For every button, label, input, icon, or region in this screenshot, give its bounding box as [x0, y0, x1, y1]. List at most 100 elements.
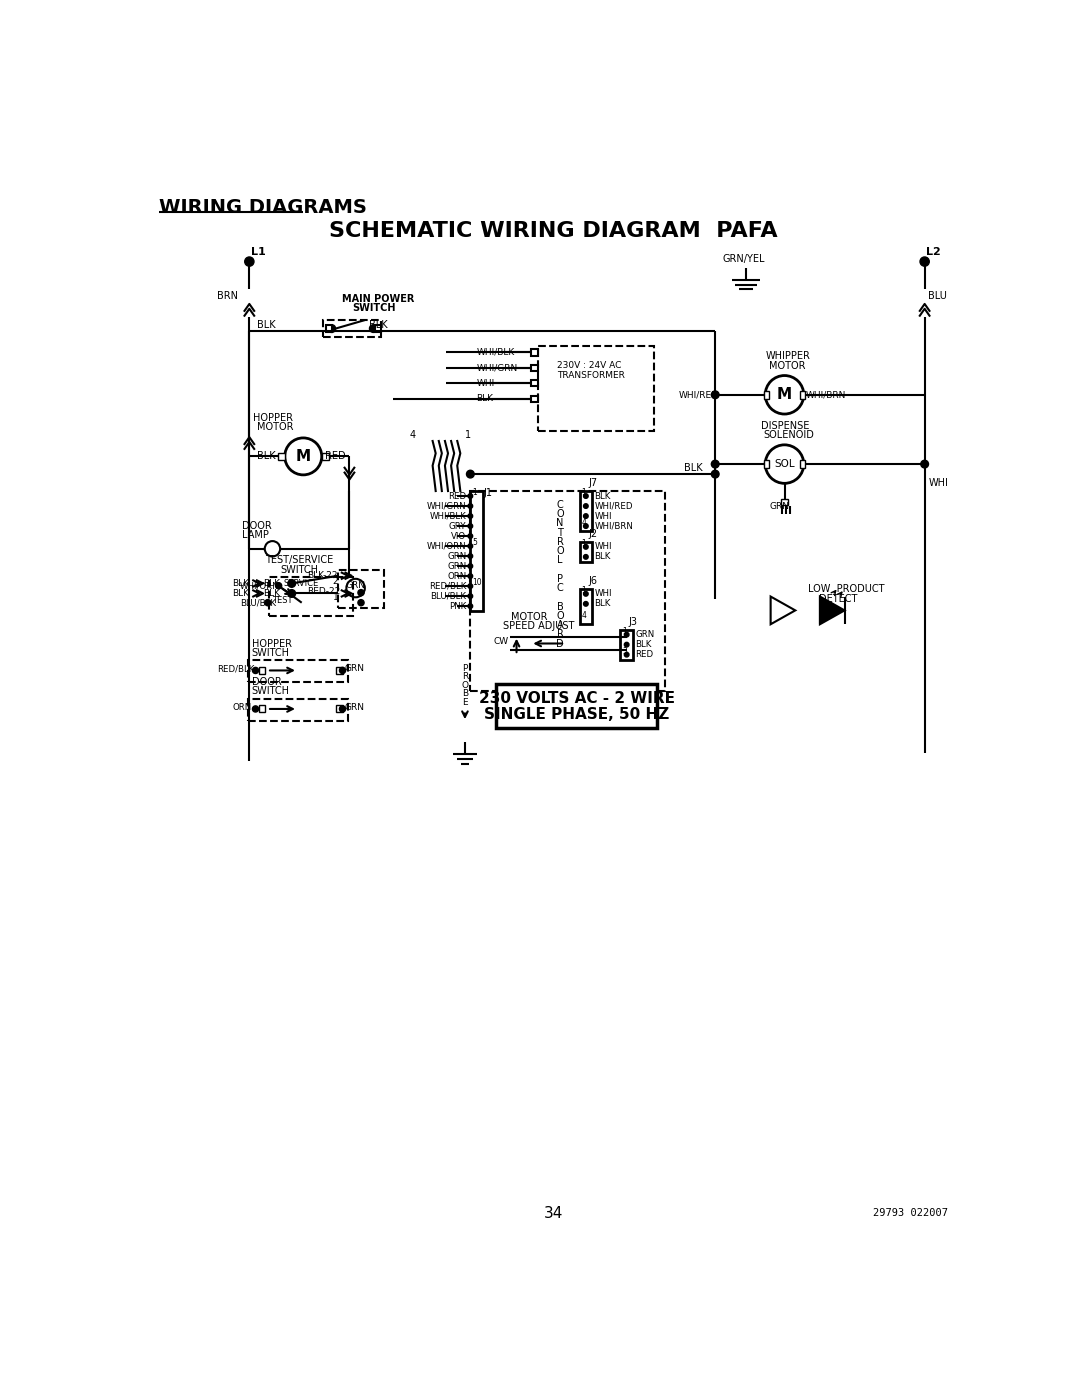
Text: CW: CW	[494, 637, 509, 645]
Text: B: B	[556, 602, 564, 612]
Text: SWITCH: SWITCH	[252, 648, 289, 658]
Polygon shape	[771, 597, 795, 624]
Text: BLK: BLK	[257, 451, 275, 461]
Text: T: T	[557, 528, 563, 538]
Text: J7: J7	[589, 478, 597, 489]
Text: P: P	[557, 574, 563, 584]
Text: SWITCH: SWITCH	[252, 686, 289, 696]
Text: TEST: TEST	[272, 597, 293, 605]
Circle shape	[583, 514, 589, 518]
Text: R: R	[556, 536, 564, 546]
Text: J3: J3	[629, 617, 638, 627]
Bar	[764, 460, 769, 468]
Text: LOW  PRODUCT: LOW PRODUCT	[808, 584, 885, 594]
Circle shape	[339, 705, 346, 712]
Circle shape	[583, 591, 589, 597]
Text: SINGLE PHASE, 50 HZ: SINGLE PHASE, 50 HZ	[484, 707, 670, 722]
Text: M: M	[777, 387, 792, 402]
Text: 10: 10	[472, 578, 482, 587]
Bar	[496, 683, 658, 728]
Text: 1: 1	[581, 585, 586, 595]
Text: BRN: BRN	[217, 291, 238, 302]
Text: 4: 4	[581, 610, 586, 619]
Text: BLK: BLK	[594, 552, 610, 562]
Text: ORN: ORN	[447, 571, 467, 581]
Bar	[269, 577, 353, 616]
Circle shape	[468, 534, 473, 538]
Circle shape	[583, 602, 589, 606]
Text: RED: RED	[448, 492, 467, 500]
Text: N: N	[556, 518, 564, 528]
Text: BLK: BLK	[257, 320, 275, 330]
Text: P: P	[462, 664, 468, 672]
Circle shape	[468, 553, 473, 559]
Bar	[800, 460, 806, 468]
Text: 4: 4	[581, 518, 586, 527]
Bar	[471, 490, 665, 692]
Text: D: D	[556, 638, 564, 648]
Text: 2: 2	[333, 577, 338, 585]
Circle shape	[369, 324, 377, 332]
Circle shape	[245, 257, 254, 267]
Text: WHI/BLK: WHI/BLK	[430, 511, 467, 521]
Text: BLK: BLK	[232, 590, 249, 598]
Text: R: R	[462, 672, 468, 682]
Circle shape	[712, 391, 719, 398]
Circle shape	[766, 376, 804, 414]
Circle shape	[328, 324, 336, 332]
Text: 4: 4	[409, 430, 416, 440]
Bar	[531, 380, 538, 387]
Text: WHIPPER: WHIPPER	[766, 351, 810, 362]
Text: GRN: GRN	[769, 502, 789, 511]
Text: SWITCH: SWITCH	[352, 303, 395, 313]
Bar	[800, 391, 806, 398]
Text: BLU/BLK: BLU/BLK	[431, 592, 467, 601]
Text: DISPENSE: DISPENSE	[761, 420, 810, 430]
Bar	[278, 453, 285, 460]
Text: WHI: WHI	[594, 542, 611, 552]
Text: HOPPER: HOPPER	[253, 414, 293, 423]
Text: L1: L1	[251, 247, 266, 257]
Text: WHI/RED: WHI/RED	[594, 502, 633, 510]
Circle shape	[583, 555, 589, 559]
Bar	[580, 588, 592, 624]
Text: MAIN POWER: MAIN POWER	[341, 293, 414, 303]
Text: L: L	[557, 556, 563, 566]
Text: VIO: VIO	[451, 532, 467, 541]
Text: SPEED ADJUST: SPEED ADJUST	[502, 620, 575, 631]
Circle shape	[468, 564, 473, 569]
Bar	[258, 666, 265, 673]
Circle shape	[468, 584, 473, 588]
Text: WHI: WHI	[929, 478, 948, 489]
Text: BLK: BLK	[476, 394, 494, 404]
Bar	[336, 705, 342, 712]
Circle shape	[468, 504, 473, 509]
Circle shape	[468, 543, 473, 549]
Text: M: M	[296, 448, 311, 464]
Bar	[531, 365, 538, 372]
Text: B: B	[462, 689, 468, 698]
Text: RED: RED	[635, 650, 653, 659]
Text: WHI/BRN: WHI/BRN	[594, 521, 633, 531]
Bar	[781, 499, 788, 504]
Polygon shape	[820, 597, 845, 624]
Text: 1: 1	[622, 627, 626, 636]
Text: C: C	[556, 500, 564, 510]
Circle shape	[285, 437, 322, 475]
Circle shape	[468, 574, 473, 578]
Circle shape	[339, 668, 346, 673]
Text: C: C	[556, 583, 564, 594]
Bar	[375, 326, 381, 331]
Text: BLK: BLK	[635, 640, 651, 650]
Text: WHI/GRN: WHI/GRN	[476, 363, 517, 373]
Text: J6: J6	[589, 576, 597, 587]
Circle shape	[624, 643, 629, 647]
Circle shape	[357, 590, 364, 595]
Circle shape	[468, 524, 473, 528]
Bar	[531, 395, 538, 402]
Circle shape	[468, 514, 473, 518]
Text: RED/BLK: RED/BLK	[429, 581, 467, 591]
Circle shape	[468, 604, 473, 609]
Text: A: A	[556, 620, 564, 630]
Text: WHI/RED: WHI/RED	[679, 390, 719, 400]
